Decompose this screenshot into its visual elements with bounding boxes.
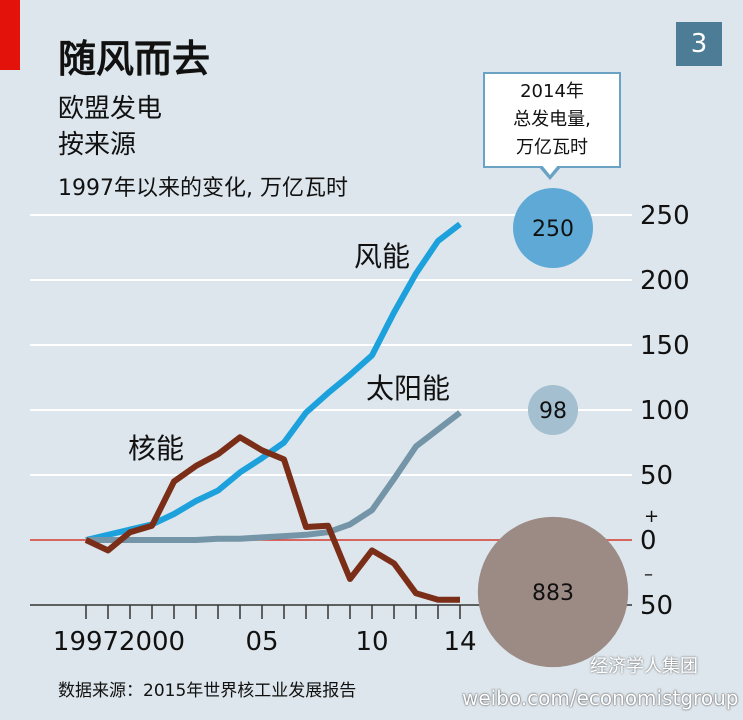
y-tick-label: 250 (640, 201, 690, 231)
callout-line2: 总发电量, (513, 109, 591, 130)
x-tick-label: 05 (245, 627, 278, 657)
sign-plus: + (644, 506, 659, 527)
bubble-250 (513, 188, 593, 268)
labels: 250 200 150 100 50 0 50 + – 250 98 883 1997 2000 05 10 1… (53, 201, 690, 657)
y-tick-label: 50 (640, 591, 673, 621)
y-tick-label: 0 (640, 526, 657, 556)
y-tick-label: 50 (640, 461, 673, 491)
bubble-label: 883 (532, 581, 574, 606)
x-tick-label: 10 (355, 627, 388, 657)
bubble-label: 250 (532, 217, 574, 242)
accent-tab (0, 0, 20, 70)
y-tick-label: 150 (640, 331, 690, 361)
watermark-url: weibo.com/economistgroup (462, 686, 739, 710)
data-series (84, 221, 462, 603)
unit-note: 1997年以来的变化, 万亿瓦时 (58, 176, 348, 201)
watermark-logo: 经济学人集团 (590, 656, 698, 677)
x-tick-label: 1997 (53, 627, 119, 657)
series-label: 太阳能 (366, 372, 450, 405)
source-note: 数据来源：2015年世界核工业发展报告 (58, 681, 357, 701)
series-label: 核能 (128, 432, 184, 465)
callout-line3: 万亿瓦时 (516, 137, 588, 158)
x-axis (85, 605, 461, 619)
bubble-883 (477, 516, 629, 668)
series-label: 风能 (354, 240, 410, 273)
y-tick-label: 200 (640, 266, 690, 296)
bubble-label: 98 (539, 399, 567, 424)
chart-title: 随风而去 (58, 37, 211, 81)
sign-minus: – (644, 564, 653, 585)
x-tick-label: 2000 (119, 627, 185, 657)
series-line-1 (86, 410, 462, 543)
chart-subtitle-line1: 欧盟发电 (58, 94, 163, 124)
page-badge: 3 (676, 22, 722, 66)
callout-pointer-fill (541, 164, 559, 175)
chart-subtitle-line2: 按来源 (58, 130, 137, 160)
x-tick-label: 14 (443, 627, 476, 657)
callout-line1: 2014年 (520, 81, 584, 102)
bubble-98 (527, 384, 579, 436)
y-tick-label: 100 (640, 396, 690, 426)
total-generation-bubbles (477, 188, 629, 668)
series-line-2 (84, 434, 460, 603)
total-generation-callout: 2014年 总发电量, 万亿瓦时 (483, 72, 621, 168)
